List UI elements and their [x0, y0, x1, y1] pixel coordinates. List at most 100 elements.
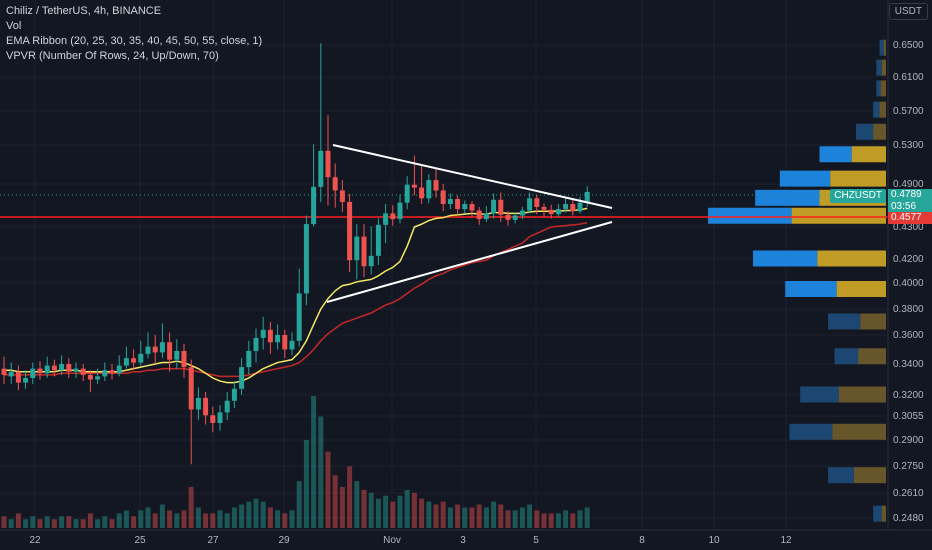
volume-bar-18: [131, 516, 137, 528]
vp-down-1: [881, 59, 886, 76]
volume-bar-15: [109, 519, 115, 528]
volume-bar-73: [527, 504, 533, 528]
volume-bar-44: [318, 416, 324, 528]
candle-31: [224, 391, 230, 420]
volume-bar-21: [152, 513, 158, 528]
candle-42: [303, 215, 309, 306]
candle-body-46: [332, 177, 338, 191]
volume-bar-1: [8, 519, 14, 528]
volume-bar-76: [548, 513, 554, 528]
candle-28: [203, 391, 209, 425]
price-axis-ticks: 0.6500 0.6100 0.5700 0.5300 0.4900 0.4300 0.42…: [893, 40, 924, 524]
volume-bar-79: [570, 513, 576, 528]
legend-vpvr[interactable]: VPVR (Number Of Rows, 24, Up/Down, 70): [6, 50, 219, 62]
candle-59: [426, 174, 432, 204]
volume-bar-43: [311, 396, 317, 528]
x-tick-4: Nov: [383, 535, 401, 546]
candle-body-77: [555, 209, 561, 215]
volume-bar-56: [404, 489, 410, 528]
candle-body-24: [174, 350, 180, 360]
candle-body-41: [296, 293, 302, 341]
volume-bar-25: [181, 510, 187, 528]
candle-body-4: [30, 368, 36, 378]
legend-volume[interactable]: Vol: [6, 20, 22, 32]
candle-body-68: [491, 199, 497, 214]
y-tick-14: 0.2900: [893, 435, 924, 446]
candle-body-52: [375, 224, 381, 256]
candle-63: [455, 195, 461, 215]
candle-body-45: [325, 150, 331, 178]
candle-21: [152, 335, 158, 364]
volume-bar-55: [397, 495, 403, 528]
volume-bar-67: [483, 507, 489, 528]
volume-bar-51: [368, 492, 374, 528]
candle-45: [325, 115, 331, 206]
candle-body-2: [15, 371, 21, 383]
vp-up-4: [855, 123, 874, 140]
candle-body-80: [577, 202, 583, 212]
x-tick-9: 12: [780, 535, 792, 546]
candle-body-74: [534, 198, 540, 207]
vp-down-13: [838, 386, 886, 403]
candle-body-75: [541, 206, 547, 210]
vp-up-0: [879, 39, 884, 56]
candle-70: [505, 211, 511, 226]
volume-bar-35: [253, 498, 259, 528]
ema-slow-line: [4, 221, 588, 378]
chart-legend: Chiliz / TetherUS, 4h, BINANCE Vol EMA R…: [6, 4, 262, 64]
candle-body-3: [23, 377, 29, 383]
volume-bar-26: [188, 486, 194, 528]
y-tick-11: 0.3400: [893, 359, 924, 370]
candle-body-16: [116, 365, 122, 374]
candle-2: [15, 365, 21, 391]
symbol-title[interactable]: Chiliz / TetherUS, 4h, BINANCE: [6, 5, 162, 17]
x-tick-8: 10: [708, 535, 720, 546]
time-axis-ticks: 22 25 27 29 Nov 3 5 8 10 12: [29, 535, 792, 546]
volume-bar-23: [167, 510, 173, 528]
volume-bar-60: [433, 504, 439, 528]
vp-up-6: [779, 170, 831, 187]
candle-76: [548, 204, 554, 219]
candle-77: [555, 204, 561, 217]
volume-bar-19: [138, 510, 144, 528]
vp-up-8: [708, 207, 792, 224]
volume-bar-40: [289, 510, 295, 528]
volume-bar-27: [195, 507, 201, 528]
candle-40: [289, 332, 295, 356]
candle-body-35: [253, 337, 259, 351]
volume-bar-80: [577, 510, 583, 528]
candle-1: [8, 362, 14, 385]
ema-ribbon: [4, 207, 588, 384]
candle-67: [483, 206, 489, 222]
candle-body-59: [426, 180, 432, 199]
candle-58: [419, 164, 425, 205]
currency-unit-badge[interactable]: USDT: [888, 3, 928, 20]
candle-body-12: [87, 374, 93, 380]
candle-3: [23, 370, 29, 389]
vp-down-9: [817, 250, 886, 267]
volume-bar-17: [123, 510, 129, 528]
candles: [1, 43, 590, 465]
volume-bar-34: [246, 501, 252, 528]
candle-72: [519, 206, 525, 220]
volume-bar-69: [498, 504, 504, 528]
lower-trendline: [326, 221, 613, 303]
candle-body-47: [339, 190, 345, 202]
candle-body-55: [397, 202, 403, 220]
candle-37: [267, 322, 273, 354]
volume-bar-8: [59, 516, 65, 528]
vp-down-11: [860, 313, 886, 330]
volume-bar-72: [519, 507, 525, 528]
candle-body-39: [282, 335, 288, 350]
candle-body-13: [95, 376, 101, 380]
candle-body-28: [203, 397, 209, 416]
candle-body-38: [275, 335, 281, 343]
y-tick-17: 0.2480: [893, 513, 924, 524]
candle-body-49: [354, 236, 360, 261]
candle-53: [383, 204, 389, 243]
bar-countdown: 03:56: [891, 201, 917, 212]
candle-body-30: [217, 412, 223, 423]
volume-bar-58: [419, 498, 425, 528]
legend-ema-ribbon[interactable]: EMA Ribbon (20, 25, 30, 35, 40, 45, 50, …: [6, 35, 263, 47]
